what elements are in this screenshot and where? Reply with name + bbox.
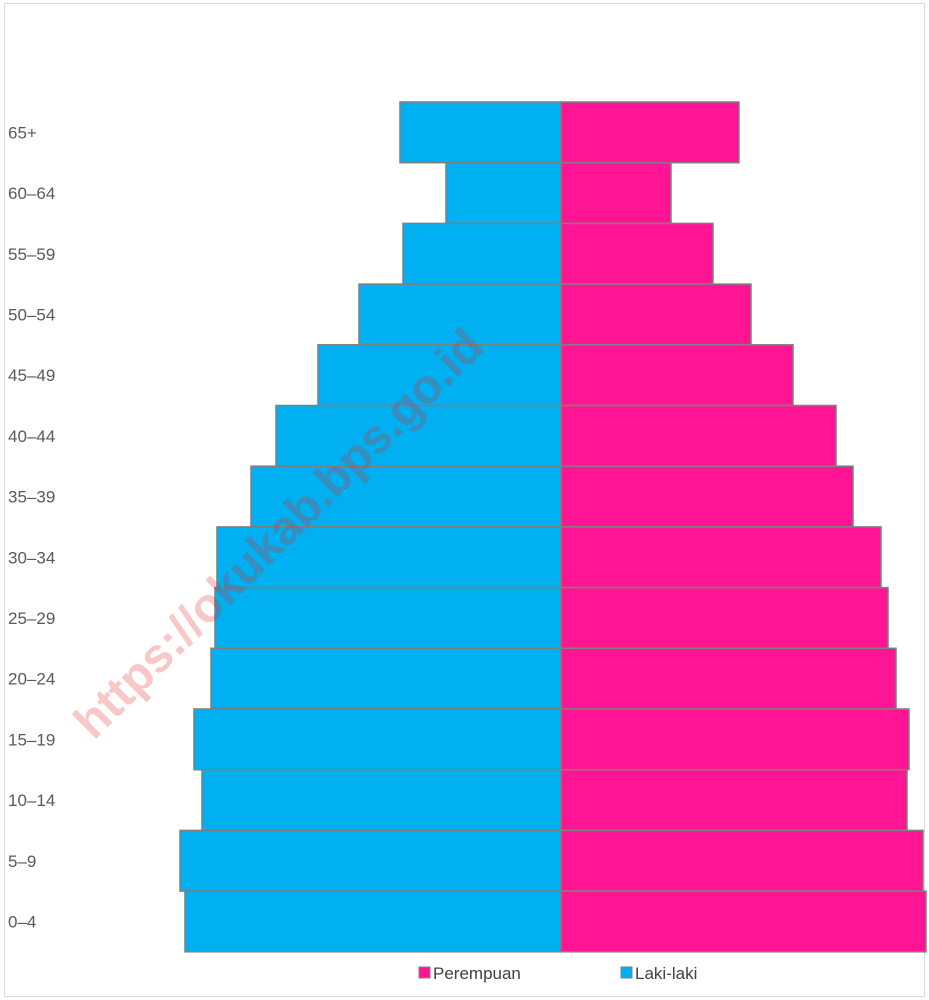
bar-perempuan-55-59 <box>560 222 714 285</box>
bars-group <box>179 101 927 953</box>
tick-label-50-54: 50–54 <box>8 305 55 324</box>
tick-label-0-4: 0–4 <box>8 912 36 931</box>
legend: Perempuan Laki-laki <box>418 964 697 983</box>
tick-label-65plus: 65+ <box>8 123 37 142</box>
tick-label-55-59: 55–59 <box>8 245 55 264</box>
bar-laki-laki-60-64 <box>445 161 562 225</box>
bar-laki-laki-35-39 <box>250 465 562 528</box>
bar-laki-laki-0-4 <box>184 890 562 953</box>
legend-swatch-laki-laki <box>620 966 633 979</box>
bar-laki-laki-45-49 <box>317 344 562 407</box>
tick-label-15-19: 15–19 <box>8 730 55 749</box>
tick-label-5-9: 5–9 <box>8 852 36 871</box>
bar-perempuan-65plus <box>560 101 740 164</box>
bar-laki-laki-50-54 <box>358 283 562 346</box>
tick-label-35-39: 35–39 <box>8 488 55 507</box>
bar-laki-laki-40-44 <box>275 404 562 467</box>
bar-laki-laki-20-24 <box>210 647 562 710</box>
bar-laki-laki-55-59 <box>402 222 562 285</box>
bar-perempuan-30-34 <box>560 526 882 589</box>
bar-perempuan-20-24 <box>560 647 897 710</box>
bar-laki-laki-30-34 <box>216 526 562 589</box>
bar-perempuan-5-9 <box>560 829 924 892</box>
bar-perempuan-25-29 <box>560 586 889 650</box>
bar-laki-laki-15-19 <box>193 708 562 771</box>
category-axis-labels: 65+ 60–64 55–59 50–54 45–49 40–44 35–39 30–34 25… <box>8 123 55 931</box>
tick-label-25-29: 25–29 <box>8 609 55 628</box>
tick-label-10-14: 10–14 <box>8 791 55 810</box>
bar-perempuan-10-14 <box>560 768 908 832</box>
bar-perempuan-35-39 <box>560 465 854 528</box>
tick-label-60-64: 60–64 <box>8 184 55 203</box>
tick-label-45-49: 45–49 <box>8 366 55 385</box>
bar-perempuan-45-49 <box>560 344 794 407</box>
tick-label-30-34: 30–34 <box>8 548 55 567</box>
tick-label-20-24: 20–24 <box>8 670 55 689</box>
bar-perempuan-60-64 <box>560 161 672 225</box>
bar-perempuan-15-19 <box>560 708 910 771</box>
tick-label-40-44: 40–44 <box>8 427 55 446</box>
bar-perempuan-0-4 <box>560 890 927 953</box>
bar-perempuan-40-44 <box>560 404 837 467</box>
legend-label-perempuan: Perempuan <box>433 964 521 983</box>
bar-perempuan-50-54 <box>560 283 752 346</box>
bar-laki-laki-5-9 <box>179 829 562 892</box>
legend-swatch-perempuan <box>418 966 431 979</box>
legend-label-laki-laki: Laki-laki <box>635 964 697 983</box>
bar-laki-laki-25-29 <box>214 586 562 650</box>
bar-laki-laki-65plus <box>399 101 562 164</box>
bar-laki-laki-10-14 <box>201 768 562 832</box>
